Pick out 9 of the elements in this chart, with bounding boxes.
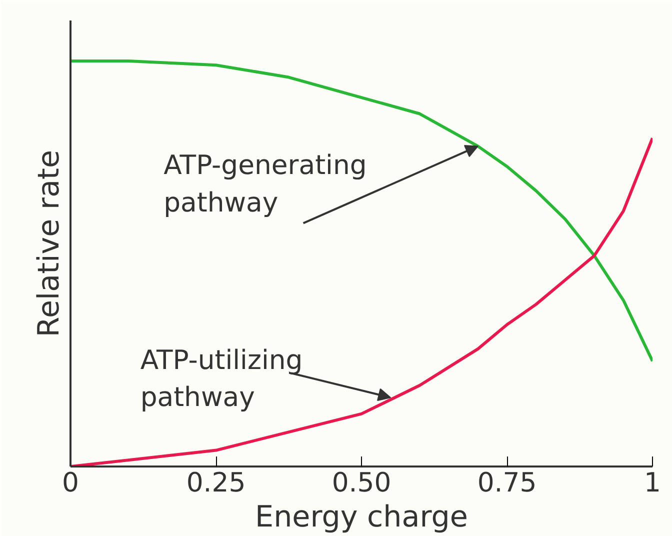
annotation: ATP-generating pathway xyxy=(164,150,367,218)
x-tick-label: 0.50 xyxy=(332,468,392,498)
x-tick-label: 0 xyxy=(62,468,79,498)
annotation: ATP-utilizing pathway xyxy=(140,344,303,414)
x-axis-title: Energy charge xyxy=(255,500,468,534)
x-tick-label: 1 xyxy=(644,468,661,498)
y-axis-title: Relative rate xyxy=(32,150,66,338)
x-tick-label: 0.25 xyxy=(186,468,246,498)
x-tick-label: 0.75 xyxy=(477,468,537,498)
